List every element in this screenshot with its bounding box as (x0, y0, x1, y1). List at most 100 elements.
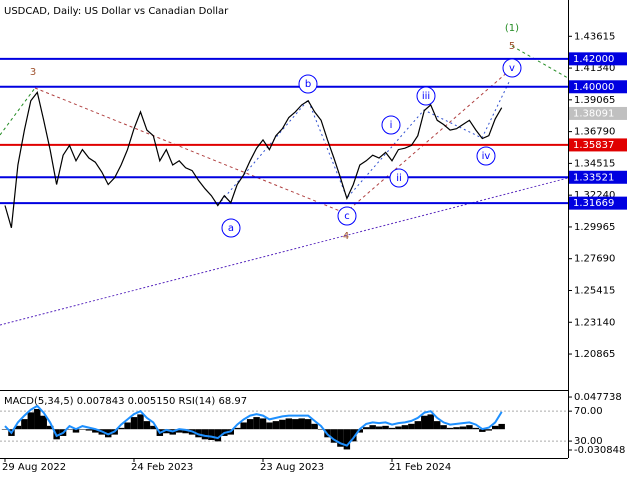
wave-label: v (509, 63, 515, 74)
macd-bar (117, 427, 125, 430)
macd-bar (408, 423, 415, 430)
macd-bar (472, 427, 480, 430)
wave-label: ii (396, 173, 402, 184)
level-box (569, 106, 627, 120)
wave-circle (381, 115, 401, 135)
macd-bar (356, 429, 363, 433)
y-tick-label: 0.047738 (574, 392, 622, 403)
wave-label: a (228, 223, 234, 234)
macd-bar (46, 425, 54, 430)
price-line (4, 91, 503, 228)
wave-line (511, 45, 569, 79)
wave-circle (502, 58, 522, 78)
x-tick-label: 23 Aug 2023 (260, 462, 324, 473)
macd-bar (253, 417, 260, 430)
chart-title: USDCAD, Daily: US Dollar vs Canadian Dol… (4, 6, 229, 17)
macd-bar (72, 429, 80, 433)
macd-bar (330, 429, 338, 443)
wave-circle (298, 74, 318, 94)
wave-circle (389, 168, 409, 188)
y-tick-label: 1.27690 (574, 254, 615, 265)
level-box (569, 170, 627, 184)
level-label: 1.38091 (573, 108, 614, 119)
x-tick-label: 24 Feb 2023 (131, 462, 193, 473)
macd-bar (492, 425, 499, 430)
wave-circle (476, 146, 496, 166)
macd-bar (369, 425, 376, 430)
level-label: 1.40000 (573, 82, 614, 93)
y-tick-label: 1.23140 (574, 317, 615, 328)
macd-bar (298, 418, 305, 430)
macd-bar (246, 419, 254, 430)
macd-bar (311, 423, 318, 430)
y-tick-label: 1.25415 (574, 285, 615, 296)
macd-bar (382, 425, 389, 430)
macd-bar (453, 427, 460, 430)
level-box (569, 80, 627, 94)
y-tick-label: -0.030848 (574, 445, 625, 456)
macd-bar (79, 429, 86, 430)
macd-bar (40, 415, 47, 430)
macd-bar (401, 425, 409, 430)
macd-bar (130, 417, 138, 430)
macd-bar (266, 422, 273, 430)
macd-bar (337, 429, 344, 447)
wave-label: 4 (343, 231, 349, 242)
macd-bar (234, 427, 241, 430)
macd-bar (350, 429, 357, 442)
macd-bar (440, 425, 447, 430)
macd-bar (259, 418, 267, 430)
wave-line (217, 79, 511, 206)
wave-label: iii (422, 91, 430, 102)
level-box (569, 196, 627, 210)
macd-bar (137, 414, 144, 430)
y-tick-label: 1.43615 (574, 31, 615, 42)
macd-bar (175, 429, 183, 433)
macd-bar (105, 429, 112, 438)
macd-bar (14, 425, 22, 430)
level-box (569, 52, 627, 66)
level-label: 1.35837 (573, 140, 614, 151)
macd-bar (427, 414, 434, 430)
macd-bar (304, 419, 312, 430)
wave-line (34, 87, 346, 214)
macd-bar (466, 425, 473, 430)
wave-line (0, 87, 36, 136)
macd-bar (375, 426, 383, 430)
macd-bar (459, 426, 467, 430)
macd-bar (208, 429, 215, 440)
macd-bar (240, 422, 247, 430)
macd-bar (485, 429, 492, 431)
macd-bar (433, 421, 441, 430)
x-tick-label: 21 Feb 2024 (389, 462, 451, 473)
macd-bar (414, 421, 422, 430)
macd-bar (150, 425, 157, 430)
macd-bar (279, 419, 286, 430)
macd-bar (1, 429, 9, 430)
wave-label: b (305, 79, 311, 90)
wave-label: 3 (30, 67, 36, 78)
wave-label: iv (482, 151, 491, 162)
macd-bar (214, 429, 222, 442)
level-label: 1.31669 (573, 198, 614, 209)
wave-label: c (344, 211, 350, 222)
level-box (569, 138, 627, 152)
macd-bar (21, 419, 28, 430)
macd-bar (498, 423, 505, 430)
x-tick-label: 29 Aug 2022 (2, 462, 66, 473)
macd-bar (272, 421, 280, 430)
y-tick-label: 1.29965 (574, 222, 615, 233)
wave-label: (1) (505, 23, 519, 34)
wave-circle (337, 206, 357, 226)
level-label: 1.33521 (573, 172, 614, 183)
macd-bar (343, 429, 351, 450)
macd-bar (92, 429, 99, 433)
wave-circle (416, 86, 436, 106)
macd-bar (363, 427, 370, 430)
y-tick-label: 1.36790 (574, 127, 615, 138)
macd-bar (34, 408, 41, 430)
macd-bar (285, 418, 293, 430)
rsi-line (4, 404, 503, 447)
macd-bar (317, 429, 325, 430)
